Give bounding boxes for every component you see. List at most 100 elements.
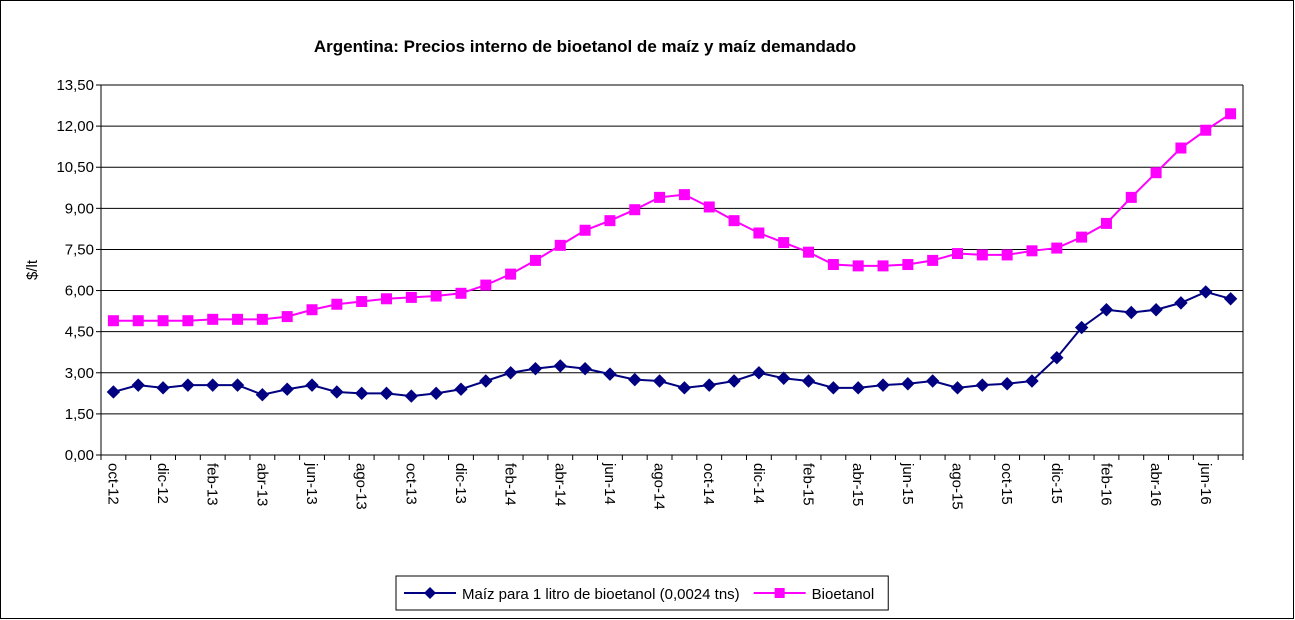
- marker: [529, 254, 541, 266]
- series-line: [113, 290, 1231, 398]
- marker: [604, 215, 616, 227]
- marker: [629, 204, 641, 216]
- y-tick-label: 4,50: [65, 324, 94, 341]
- marker: [132, 315, 144, 327]
- marker: [106, 385, 121, 399]
- marker: [1025, 374, 1039, 388]
- marker: [752, 366, 766, 380]
- marker: [753, 227, 765, 239]
- marker: [131, 378, 145, 392]
- marker: [579, 224, 591, 236]
- legend-marker: [774, 588, 785, 598]
- marker: [1175, 142, 1187, 154]
- marker: [1051, 242, 1063, 254]
- marker: [654, 191, 666, 203]
- x-tick-label: dic-14: [750, 463, 767, 504]
- legend-label: Bioetanol: [812, 586, 875, 603]
- marker: [728, 215, 740, 227]
- marker: [232, 313, 244, 325]
- marker: [528, 361, 543, 376]
- marker: [207, 313, 219, 325]
- x-tick-label: ago-14: [651, 463, 668, 510]
- x-tick-label: dic-15: [1048, 463, 1065, 504]
- y-tick-label: 9,00: [65, 200, 94, 217]
- x-tick-label: feb-16: [1097, 463, 1114, 506]
- marker: [1001, 249, 1013, 261]
- marker: [256, 313, 268, 325]
- marker: [479, 374, 493, 388]
- marker: [330, 385, 344, 399]
- marker: [876, 378, 890, 392]
- x-tick-label: feb-13: [204, 463, 221, 506]
- legend-box: [395, 575, 889, 611]
- marker: [703, 201, 715, 213]
- legend-marker: [424, 587, 436, 599]
- y-tick-label: 10,50: [56, 159, 94, 176]
- marker: [1199, 285, 1213, 299]
- marker: [554, 239, 566, 251]
- marker: [206, 378, 220, 392]
- marker: [628, 372, 642, 387]
- x-tick-label: oct-14: [700, 463, 717, 505]
- x-tick-label: ago-15: [949, 463, 966, 510]
- marker: [255, 387, 270, 402]
- marker: [404, 389, 419, 403]
- marker: [379, 386, 394, 401]
- marker: [157, 315, 169, 327]
- marker: [1200, 124, 1212, 136]
- marker: [1099, 303, 1114, 317]
- marker: [1124, 305, 1138, 320]
- marker: [578, 361, 592, 376]
- marker: [927, 254, 939, 266]
- marker: [381, 293, 392, 305]
- marker: [851, 381, 865, 395]
- marker: [503, 366, 518, 380]
- marker: [652, 374, 667, 388]
- marker: [1125, 191, 1137, 203]
- marker: [305, 378, 319, 392]
- marker: [801, 374, 816, 388]
- marker: [901, 377, 915, 391]
- x-tick-label: abr-13: [253, 463, 270, 506]
- marker: [306, 304, 318, 316]
- marker: [429, 386, 443, 401]
- marker: [182, 315, 194, 327]
- marker: [1026, 245, 1038, 257]
- y-tick-label: 6,00: [65, 283, 94, 300]
- x-tick-label: abr-15: [849, 463, 866, 506]
- marker: [1225, 108, 1237, 120]
- marker: [778, 237, 790, 249]
- marker: [405, 291, 417, 303]
- x-tick-label: feb-14: [502, 463, 519, 506]
- marker: [1150, 167, 1162, 179]
- y-tick-label: 12,00: [56, 118, 94, 135]
- marker: [902, 259, 914, 271]
- y-axis-label: $/lt: [24, 259, 41, 280]
- marker: [505, 268, 517, 280]
- x-tick-label: dic-13: [452, 463, 469, 504]
- x-tick-label: jun-13: [303, 462, 320, 505]
- marker: [976, 249, 988, 261]
- marker: [877, 260, 889, 272]
- marker: [702, 378, 716, 392]
- marker: [1076, 231, 1088, 243]
- marker: [281, 311, 293, 323]
- marker: [331, 298, 343, 310]
- x-tick-label: abr-16: [1147, 463, 1164, 506]
- marker: [354, 386, 369, 401]
- marker: [852, 260, 864, 272]
- marker: [480, 279, 492, 291]
- x-tick-label: oct-12: [104, 463, 121, 505]
- x-tick-label: abr-14: [551, 463, 568, 506]
- series-line: [113, 112, 1232, 322]
- marker: [677, 381, 692, 395]
- legend-label: Maíz para 1 litro de bioetanol (0,0024 t…: [462, 586, 740, 603]
- marker: [1100, 217, 1112, 229]
- x-tick-label: feb-15: [800, 463, 817, 506]
- marker: [603, 367, 617, 381]
- marker: [356, 296, 368, 308]
- marker: [727, 374, 741, 388]
